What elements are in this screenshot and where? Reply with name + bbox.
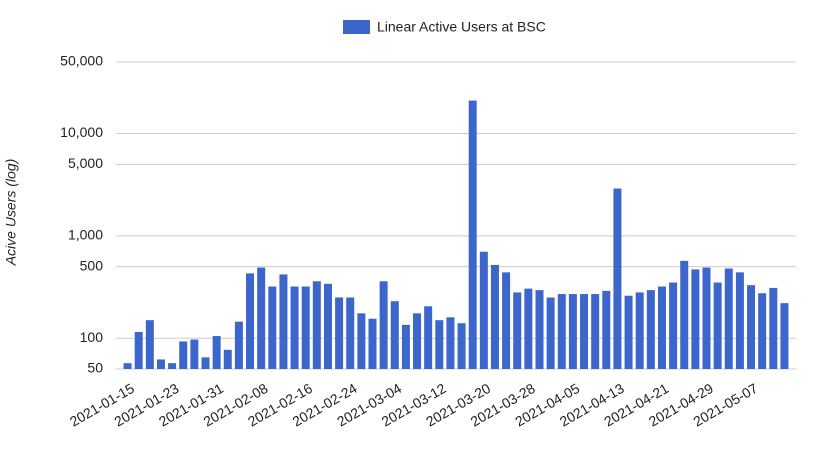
bar [724, 268, 733, 369]
bar [156, 359, 165, 369]
bar [290, 286, 299, 369]
bar [246, 273, 255, 369]
bar [312, 281, 321, 369]
bar [134, 331, 143, 369]
bar [591, 294, 600, 369]
bar [368, 318, 377, 369]
bar [268, 286, 277, 369]
bar [379, 281, 388, 369]
bar [568, 294, 577, 369]
bar [335, 297, 344, 369]
bar [580, 294, 589, 369]
bar [646, 290, 655, 369]
bar [479, 251, 488, 369]
bar [446, 317, 455, 369]
legend-swatch [343, 20, 370, 34]
bar [168, 363, 177, 369]
bar [468, 100, 477, 370]
bar [234, 321, 243, 369]
bar [424, 306, 433, 369]
bar [257, 267, 266, 369]
y-tick-label: 1,000 [68, 227, 103, 243]
bar [212, 336, 221, 369]
bar [635, 292, 644, 369]
bar [557, 294, 566, 369]
y-tick-label: 5,000 [68, 155, 103, 171]
bar [190, 339, 199, 369]
bar [657, 286, 666, 369]
bar [702, 267, 711, 369]
bar [435, 320, 444, 369]
bar [613, 188, 622, 369]
bar [691, 269, 700, 369]
bar [223, 349, 232, 369]
bar [546, 297, 555, 369]
bar [346, 297, 355, 369]
bar [624, 295, 633, 369]
bar [502, 272, 511, 369]
y-tick-label: 10,000 [60, 124, 103, 140]
bar [513, 292, 522, 369]
bar [457, 323, 466, 369]
bar [390, 301, 399, 369]
y-tick-label: 500 [80, 257, 104, 273]
bar [758, 293, 767, 369]
y-tick-label: 50,000 [60, 53, 103, 69]
bar [680, 260, 689, 369]
bar [735, 272, 744, 369]
bar [713, 282, 722, 369]
bar [490, 264, 499, 369]
bar [602, 290, 611, 369]
legend-label: Linear Active Users at BSC [377, 19, 546, 35]
y-axis-label: Acive Users (log) [3, 159, 19, 267]
bar [123, 363, 132, 369]
bar [323, 283, 332, 369]
bar [279, 274, 288, 369]
bar [401, 324, 410, 369]
bar [769, 287, 778, 369]
bar [357, 313, 366, 369]
bar [747, 285, 756, 369]
y-tick-label: 50 [87, 360, 103, 376]
bar [780, 303, 789, 369]
bar [535, 290, 544, 369]
y-tick-label: 100 [80, 329, 104, 345]
bar [179, 341, 188, 369]
bar [669, 282, 678, 369]
bar [301, 286, 310, 369]
bar [145, 320, 154, 369]
bar [413, 313, 422, 369]
bar [524, 288, 533, 369]
bar [201, 357, 210, 369]
